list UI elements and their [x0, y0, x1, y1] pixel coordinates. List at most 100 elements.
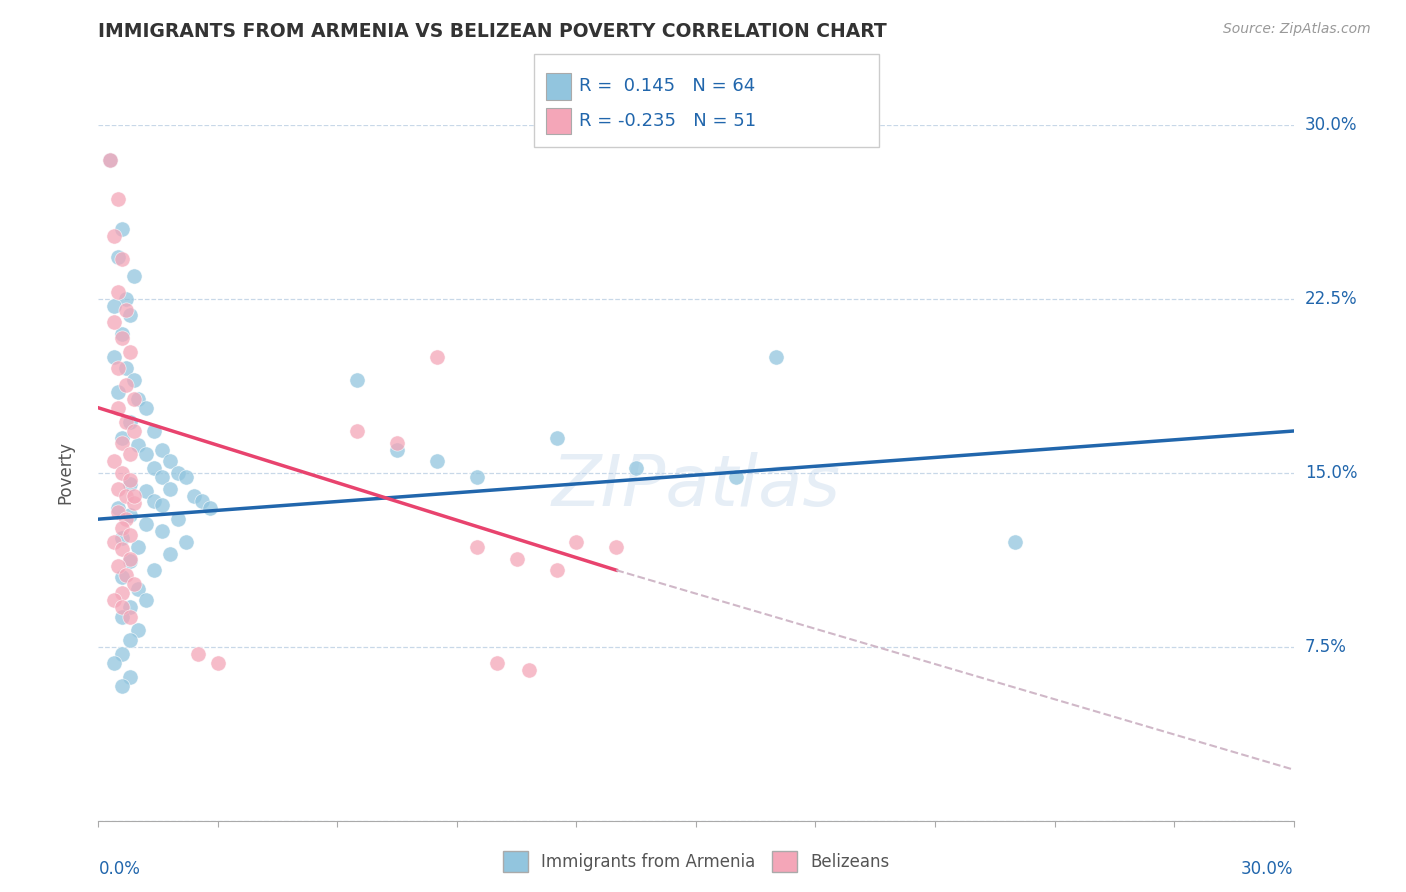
Text: IMMIGRANTS FROM ARMENIA VS BELIZEAN POVERTY CORRELATION CHART: IMMIGRANTS FROM ARMENIA VS BELIZEAN POVE…: [98, 22, 887, 41]
Point: [346, 373, 368, 387]
Point: [111, 647, 134, 661]
Point: [115, 361, 138, 376]
Point: [174, 470, 197, 484]
Text: ZIPatlas: ZIPatlas: [551, 452, 841, 521]
Point: [346, 424, 368, 438]
Point: [546, 431, 568, 445]
Point: [111, 531, 134, 545]
Point: [115, 512, 138, 526]
Point: [517, 663, 540, 677]
Point: [115, 489, 138, 503]
Point: [98, 153, 122, 167]
Legend: Immigrants from Armenia, Belizeans: Immigrants from Armenia, Belizeans: [496, 845, 896, 879]
Point: [127, 438, 149, 452]
Point: [103, 535, 125, 549]
Point: [624, 461, 647, 475]
Point: [111, 570, 134, 584]
Point: [103, 315, 125, 329]
Point: [385, 435, 409, 450]
Point: [135, 593, 157, 607]
Point: [124, 392, 146, 406]
Point: [385, 442, 409, 457]
Point: [127, 392, 149, 406]
Point: [124, 489, 146, 503]
Point: [183, 489, 205, 503]
Point: [426, 350, 449, 364]
Y-axis label: Poverty: Poverty: [56, 442, 75, 504]
Point: [120, 554, 142, 568]
Point: [120, 632, 142, 647]
Point: [135, 447, 157, 461]
Point: [103, 593, 125, 607]
Point: [103, 350, 125, 364]
Point: [111, 600, 134, 615]
Point: [124, 577, 146, 591]
Point: [191, 493, 214, 508]
Point: [159, 482, 181, 496]
Point: [115, 377, 138, 392]
Point: [111, 586, 134, 600]
Point: [111, 252, 134, 267]
Point: [107, 482, 129, 496]
Text: 30.0%: 30.0%: [1305, 116, 1357, 134]
Point: [107, 361, 129, 376]
Point: [765, 350, 787, 364]
Text: 7.5%: 7.5%: [1305, 638, 1347, 656]
Point: [120, 551, 142, 566]
Point: [565, 535, 588, 549]
Point: [187, 647, 209, 661]
Text: 0.0%: 0.0%: [98, 860, 141, 878]
Point: [115, 303, 138, 318]
Point: [120, 415, 142, 429]
Point: [107, 401, 129, 415]
Point: [127, 540, 149, 554]
Point: [107, 558, 129, 573]
Point: [120, 477, 142, 491]
Point: [1004, 535, 1026, 549]
Point: [107, 500, 129, 515]
Point: [107, 505, 129, 519]
Point: [124, 373, 146, 387]
Point: [107, 285, 129, 299]
Point: [111, 331, 134, 345]
Point: [111, 542, 134, 557]
Point: [127, 582, 149, 596]
Point: [174, 535, 197, 549]
Point: [111, 431, 134, 445]
Point: [120, 508, 142, 522]
Point: [167, 466, 190, 480]
Point: [150, 470, 173, 484]
Point: [115, 567, 138, 582]
Text: 15.0%: 15.0%: [1305, 464, 1357, 482]
Text: 30.0%: 30.0%: [1241, 860, 1294, 878]
Point: [103, 229, 125, 244]
Point: [120, 528, 142, 542]
Point: [115, 292, 138, 306]
Point: [107, 250, 129, 264]
Point: [111, 222, 134, 236]
Point: [111, 609, 134, 624]
Point: [120, 345, 142, 359]
Point: [111, 521, 134, 535]
Point: [127, 624, 149, 638]
Text: R =  0.145   N = 64: R = 0.145 N = 64: [579, 78, 755, 95]
Point: [124, 424, 146, 438]
Point: [115, 415, 138, 429]
Point: [143, 461, 166, 475]
Point: [426, 454, 449, 468]
Point: [143, 563, 166, 577]
Text: R = -0.235   N = 51: R = -0.235 N = 51: [579, 112, 756, 130]
Point: [167, 512, 190, 526]
Point: [135, 401, 157, 415]
Point: [111, 466, 134, 480]
Point: [159, 547, 181, 561]
Point: [103, 656, 125, 670]
Point: [107, 192, 129, 206]
Point: [465, 470, 488, 484]
Point: [120, 473, 142, 487]
Point: [98, 153, 122, 167]
Point: [143, 493, 166, 508]
Point: [605, 540, 627, 554]
Point: [143, 424, 166, 438]
Text: 22.5%: 22.5%: [1305, 290, 1357, 308]
